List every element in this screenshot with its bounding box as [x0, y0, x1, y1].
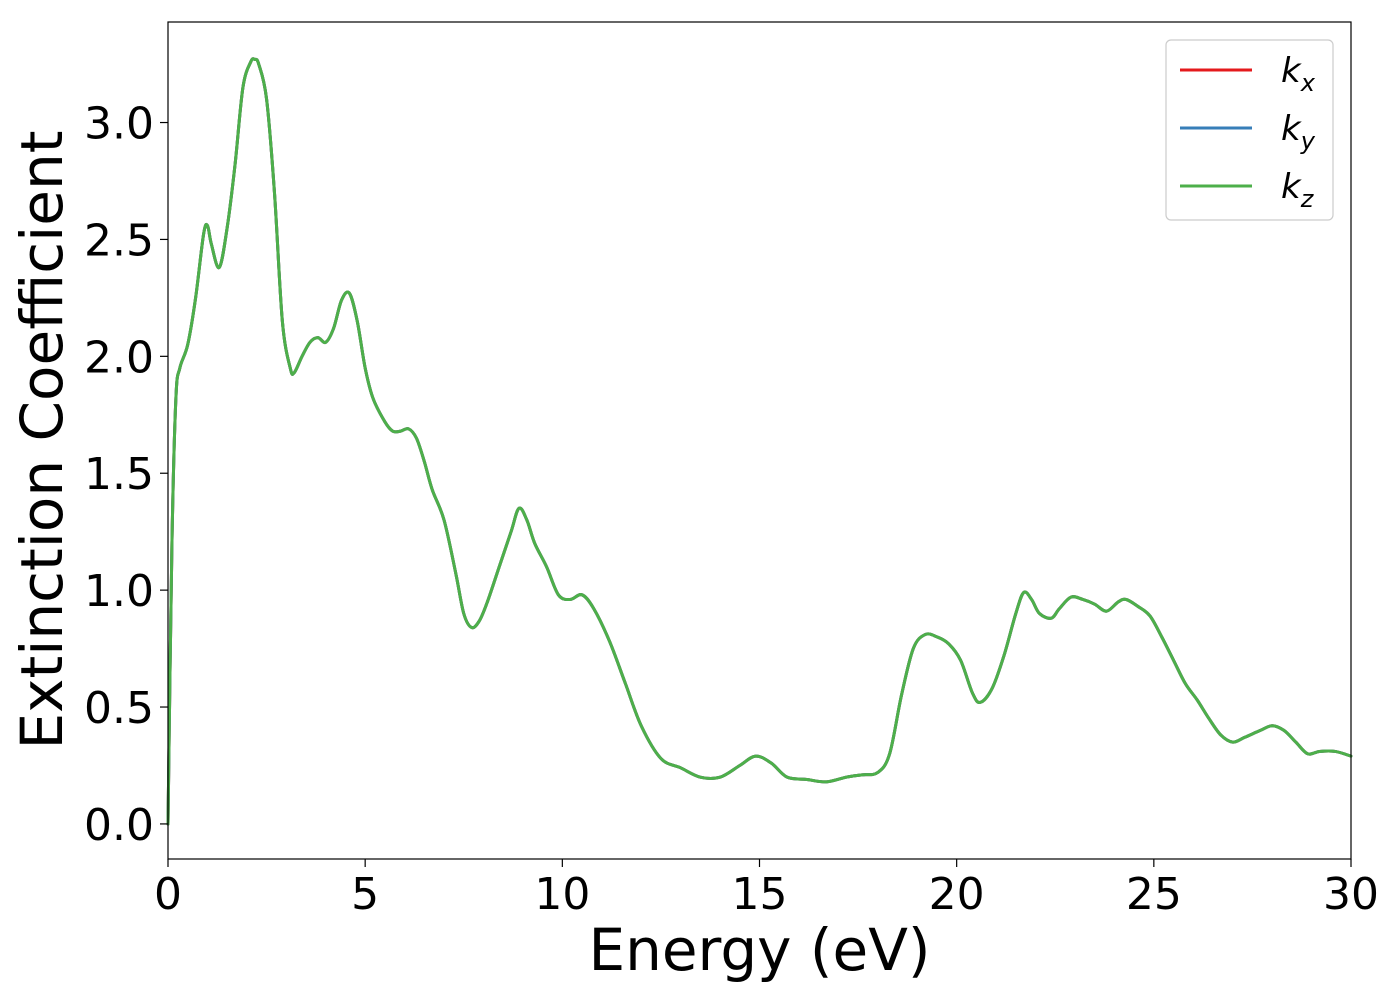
x-tick-label: 25 — [1126, 869, 1182, 920]
y-axis-title: Extinction Coefficient — [8, 131, 76, 750]
y-tick-label: 3.0 — [84, 99, 154, 150]
y-tick-label: 1.0 — [84, 566, 154, 617]
x-axis-title: Energy (eV) — [588, 916, 930, 984]
legend-label-k-y: ky — [1281, 109, 1316, 155]
plot-background — [168, 22, 1351, 859]
x-tick-label: 15 — [732, 869, 788, 920]
x-tick-label: 10 — [534, 869, 590, 920]
x-axis-ticks: 0 5 10 15 20 25 30 — [154, 859, 1379, 920]
y-tick-label: 2.0 — [84, 332, 154, 383]
legend: kx ky kz — [1165, 39, 1334, 221]
x-tick-label: 20 — [929, 869, 985, 920]
y-tick-label: 0.0 — [84, 800, 154, 851]
y-tick-label: 2.5 — [84, 215, 154, 266]
series-layer — [166, 57, 1353, 826]
series-line-k-z — [166, 57, 1353, 826]
legend-label-k-z: kz — [1281, 167, 1315, 213]
y-axis-ticks: 0.0 0.5 1.0 1.5 2.0 2.5 3.0 — [84, 99, 168, 851]
y-tick-label: 1.5 — [84, 449, 154, 500]
x-tick-label: 0 — [154, 869, 182, 920]
y-tick-label: 0.5 — [84, 683, 154, 734]
x-tick-label: 30 — [1323, 869, 1379, 920]
x-tick-label: 5 — [351, 869, 379, 920]
legend-frame — [1165, 39, 1334, 221]
legend-label-k-x: kx — [1281, 51, 1316, 97]
